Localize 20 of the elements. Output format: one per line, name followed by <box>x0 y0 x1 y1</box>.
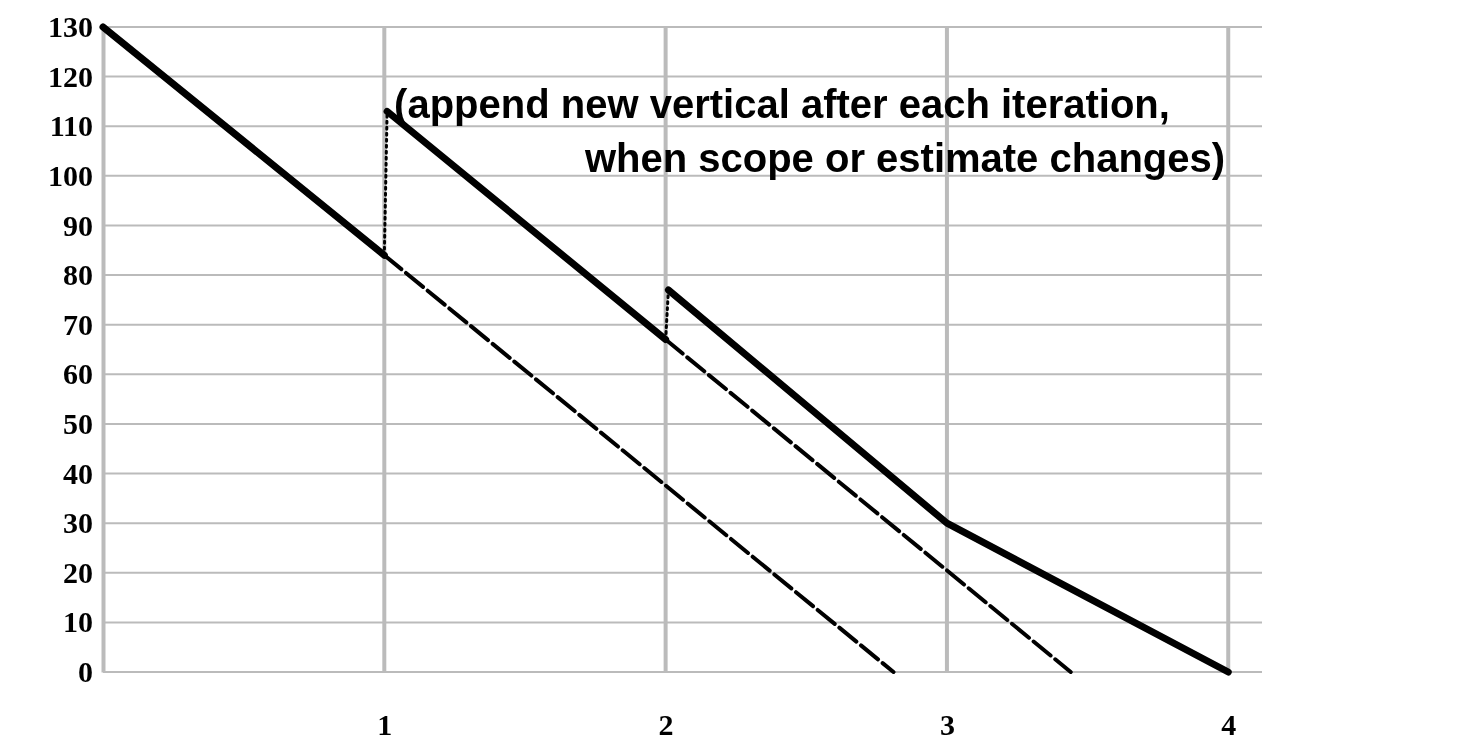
y-tick-label: 100 <box>48 158 93 192</box>
y-tick-label: 110 <box>49 109 93 143</box>
y-tick-label: 0 <box>78 655 93 689</box>
annotation: when scope or estimate changes) <box>583 136 1226 180</box>
y-tick-label: 70 <box>63 307 93 341</box>
y-tick-label: 80 <box>63 258 93 292</box>
y-tick-label: 60 <box>63 357 93 391</box>
y-tick-label: 30 <box>63 506 93 540</box>
y-tick-label: 50 <box>63 407 93 441</box>
y-tick-label: 40 <box>63 456 93 490</box>
x-tick-label: 4 <box>1221 708 1237 739</box>
x-tick-label: 3 <box>939 708 955 739</box>
x-tick-label: 1 <box>377 708 393 739</box>
y-tick-label: 10 <box>63 605 93 639</box>
annotation: (append new vertical after each iteration, <box>394 82 1170 126</box>
y-tick-label: 20 <box>63 555 93 589</box>
x-tick-label: 2 <box>658 708 674 739</box>
y-tick-label: 90 <box>63 208 93 242</box>
y-tick-label: 130 <box>48 10 93 44</box>
y-tick-label: 120 <box>48 59 93 93</box>
